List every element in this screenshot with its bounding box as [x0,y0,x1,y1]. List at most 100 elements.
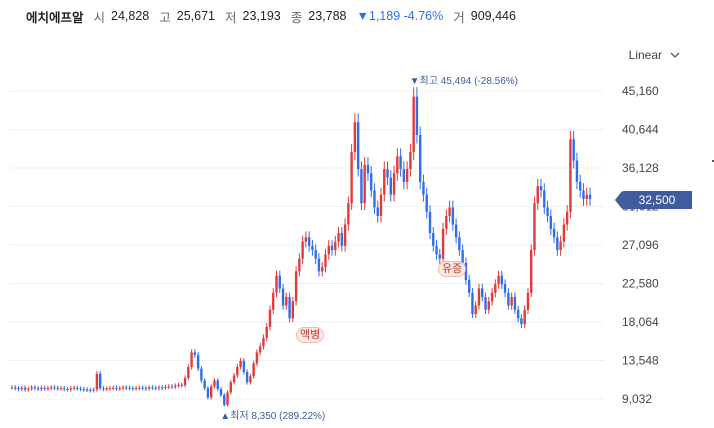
candle-body [151,387,154,389]
candle-body [128,387,131,389]
candle-body [448,207,451,216]
candle-body [428,211,432,234]
candle-body [530,250,533,293]
open-value: 24,828 [111,9,150,23]
candle-body [445,215,448,229]
candle-body [131,388,135,390]
candle-body [513,296,517,310]
candle-body [366,164,370,174]
candle-body [307,237,311,246]
candle-body [258,346,262,353]
scale-selector[interactable]: Linear [629,48,680,62]
candle-body [458,237,461,251]
candle-body [14,387,17,389]
candle-body [49,387,53,389]
candle-body [196,354,200,369]
candle-body [36,388,40,390]
candle-body [206,388,210,398]
candle-body [327,245,330,255]
candle-body [105,388,108,390]
candle-body [265,326,268,338]
candle-body [392,173,396,195]
candle-body [121,387,125,389]
y-tick-label: 36,128 [622,161,659,175]
candle-body [386,169,389,178]
candle-body [275,275,278,293]
candle-body [549,215,553,229]
candle-body [353,122,357,153]
candle-body [187,366,190,378]
min-price-annotation: ▲최저 8,350 (289.22%) [220,410,325,422]
candle-body [301,241,304,259]
candle-body [147,387,151,389]
y-tick-label: 45,160 [622,84,659,98]
candle-body [193,352,197,355]
candle-body [298,258,301,272]
y-tick-label: 13,548 [622,354,659,368]
candle-body [125,387,128,389]
candle-body [115,387,118,389]
candle-body [102,388,105,390]
candle-body [441,228,445,259]
candle-body [118,388,121,390]
candle-body [72,387,76,389]
candle-body [213,380,216,387]
candle-body [76,387,79,389]
candle-body [360,169,363,204]
volume-label: 거 [453,10,465,25]
candle-body [523,309,526,325]
candle-body [239,360,242,367]
candle-body [321,267,324,272]
candle-body [552,228,556,238]
candle-body [272,292,275,310]
candle-body [223,395,226,405]
candle-body [304,237,308,242]
candle-body [108,388,112,390]
candle-body [425,194,428,212]
candle-body [89,389,92,391]
candle-body [546,207,549,216]
candle-body [396,156,399,174]
candle-body [285,296,288,306]
chevron-down-icon [670,52,680,58]
candle-body [164,386,167,388]
candle-body [376,207,379,216]
candle-body [484,296,487,310]
candle-body [415,96,419,135]
candle-body [245,371,249,383]
candle-body [82,389,86,391]
candle-body [497,275,500,285]
candle-body [242,360,246,372]
candle-body [405,169,409,182]
candle-body [477,288,481,306]
high-value: 25,671 [176,9,216,23]
event-badge-2[interactable]: 유증 [438,261,467,277]
event-badge-1[interactable]: 액병 [296,327,325,343]
candle-body [494,284,497,293]
candle-body [422,181,425,195]
open-label: 시 [93,10,106,25]
candle-body [507,292,510,306]
y-tick-label: 9,032 [622,392,652,406]
candle-body [69,388,72,390]
candle-body [43,387,46,389]
candle-body [402,169,406,182]
candle-body [347,203,350,225]
stock-name: 에치에프알 [26,10,84,25]
candle-body [183,377,187,386]
candle-body [20,387,23,390]
close-label: 종 [290,10,303,25]
candle-body [157,387,161,389]
candle-body [363,164,366,204]
candle-body [288,296,291,319]
candle-body [565,211,569,225]
volume-value: 909,446 [470,9,516,23]
candle-body [579,181,582,191]
candle-body [510,296,513,306]
candle-body [33,387,37,389]
candle-body [209,386,213,398]
max-price-annotation: ▼최고 45,494 (-28.56%) [410,75,518,87]
current-price-tag: 32,500 [615,191,692,209]
candle-body [379,194,383,216]
